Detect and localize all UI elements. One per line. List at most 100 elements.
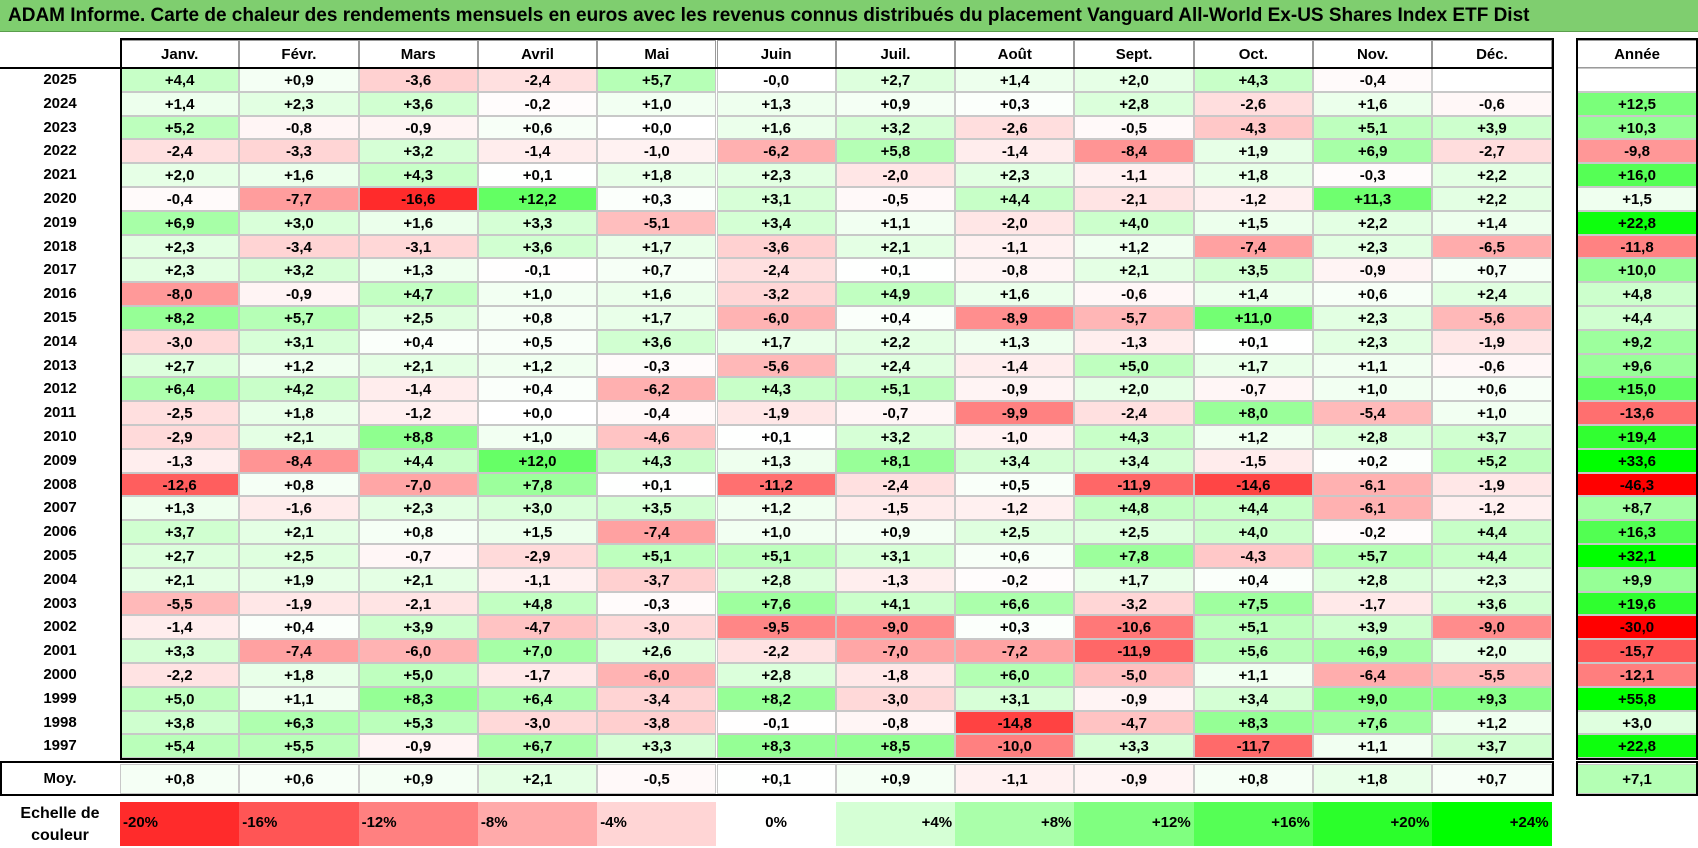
annual-cell: +16,0: [1576, 163, 1698, 187]
heatmap-cell: +4,9: [835, 282, 956, 306]
heatmap-cell: -14,8: [955, 710, 1075, 735]
heatmap-cell: +5,7: [1313, 544, 1433, 568]
heatmap-cell: -9,0: [1432, 615, 1552, 640]
heatmap-cell: -11,9: [1074, 472, 1194, 497]
heatmap-cell: +4,4: [1432, 520, 1552, 544]
year-label: 2011: [43, 404, 77, 422]
heatmap-cell: +1,7: [597, 234, 717, 259]
heatmap-cell: +3,7: [1432, 425, 1552, 449]
heatmap-cell: -7,2: [955, 639, 1075, 663]
heatmap-cell: -1,3: [120, 448, 240, 473]
heatmap-cell: +0,7: [597, 258, 717, 283]
heatmap-cell: -6,4: [1313, 663, 1433, 687]
annual-cell: -13,6: [1576, 401, 1698, 425]
heatmap-cell: +2,2: [1432, 187, 1552, 211]
heatmap-cell: +3,6: [1432, 591, 1552, 616]
heatmap-cell: -5,0: [1074, 663, 1194, 687]
year-label: 2000: [43, 666, 77, 683]
heatmap-cell: -2,2: [716, 639, 836, 663]
heatmap-cell: +4,4: [120, 68, 240, 92]
average-cell: -1,1: [955, 764, 1075, 794]
heatmap-cell: +0,8: [358, 520, 478, 544]
heatmap-cell: -8,0: [120, 282, 240, 306]
heatmap-cell: +0,9: [835, 91, 956, 116]
heatmap-cell: -0,9: [358, 115, 478, 140]
month-header: Juil.: [835, 40, 956, 68]
heatmap-cell: +2,3: [1313, 306, 1433, 330]
month-header: Juin: [716, 40, 836, 68]
heatmap-cell: +1,1: [1313, 353, 1433, 378]
heatmap-cell: -9,9: [955, 401, 1075, 425]
annual-cell: +12,5: [1576, 91, 1698, 116]
heatmap-cell: -9,5: [716, 615, 836, 640]
average-cell: +0,9: [358, 764, 478, 794]
heatmap-cell: -6,1: [1313, 496, 1433, 521]
heatmap-cell: -4,3: [1193, 115, 1313, 140]
color-scale-step: +8%: [955, 802, 1075, 846]
heatmap-cell: +8,3: [358, 686, 478, 711]
heatmap-cell: +2,3: [1313, 329, 1433, 354]
heatmap-cell: -2,0: [835, 163, 956, 187]
heatmap-cell: +7,6: [716, 591, 836, 616]
annual-cell: +22,8: [1576, 734, 1698, 759]
heatmap-cell: -0,5: [835, 187, 956, 211]
heatmap-cell: +3,3: [1074, 734, 1194, 759]
average-cell: +2,1: [477, 764, 598, 794]
heatmap-cell: +2,1: [239, 425, 359, 449]
heatmap-cell: +2,7: [120, 353, 240, 378]
heatmap-cell: -1,0: [955, 425, 1075, 449]
heatmap-cell: -0,9: [1074, 686, 1194, 711]
heatmap-cell: +0,1: [1193, 329, 1313, 354]
heatmap-cell: +1,7: [716, 329, 836, 354]
heatmap-cell: +1,1: [1313, 734, 1433, 759]
year-label: 2002: [43, 618, 77, 636]
heatmap-cell: -5,4: [1313, 401, 1433, 425]
heatmap-cell: +2,0: [1432, 639, 1552, 663]
heatmap-cell: -0,3: [597, 591, 717, 616]
annual-cell: +55,8: [1576, 686, 1698, 711]
heatmap-cell: -0,6: [1432, 353, 1552, 378]
month-header: Sept.: [1074, 40, 1194, 68]
heatmap-cell: -1,2: [358, 401, 478, 425]
heatmap-cell: -0,6: [1074, 282, 1194, 306]
heatmap-cell: +2,4: [835, 353, 956, 378]
heatmap-cell: -11,9: [1074, 639, 1194, 663]
heatmap-cell: +2,7: [120, 544, 240, 568]
heatmap-cell: +0,5: [477, 329, 598, 354]
year-label: 2012: [43, 380, 77, 398]
heatmap-cell: +1,6: [1313, 91, 1433, 116]
heatmap-cell: -1,4: [358, 377, 478, 402]
annual-cell: +4,8: [1576, 282, 1698, 306]
heatmap-cell: +7,8: [477, 472, 598, 497]
year-label: 2009: [43, 451, 77, 469]
year-label: 2013: [43, 356, 77, 374]
heatmap-cell: -10,0: [955, 734, 1075, 759]
year-label: 1997: [43, 737, 77, 755]
heatmap-cell: -3,0: [835, 686, 956, 711]
year-label: 2003: [43, 594, 77, 612]
heatmap-cell: -5,6: [1432, 306, 1552, 330]
heatmap-cell: +4,3: [597, 448, 717, 473]
heatmap-cell: +3,7: [120, 520, 240, 544]
heatmap-cell: +1,4: [1432, 210, 1552, 235]
average-cell: +1,8: [1313, 764, 1433, 794]
color-scale-step: +4%: [835, 802, 956, 846]
heatmap-cell: +2,1: [835, 234, 956, 259]
heatmap-cell: +8,8: [358, 425, 478, 449]
year-label: 2014: [43, 332, 77, 350]
heatmap-cell: +2,0: [120, 163, 240, 187]
heatmap-cell: +4,3: [1193, 68, 1313, 92]
heatmap-cell: +2,8: [1074, 91, 1194, 116]
heatmap-cell: -5,1: [597, 210, 717, 235]
heatmap-cell: +2,3: [239, 91, 359, 116]
heatmap-cell: -4,7: [477, 615, 598, 640]
average-cell: +0,8: [120, 764, 240, 794]
heatmap-cell: +2,1: [1074, 258, 1194, 283]
heatmap-cell: -10,6: [1074, 615, 1194, 640]
heatmap-cell: -0,2: [955, 567, 1075, 592]
heatmap-cell: +1,0: [1313, 377, 1433, 402]
heatmap-cell: +11,0: [1193, 306, 1313, 330]
heatmap-cell: +3,2: [358, 139, 478, 164]
heatmap-cell: +3,4: [716, 210, 836, 235]
heatmap-cell: +4,8: [477, 591, 598, 616]
